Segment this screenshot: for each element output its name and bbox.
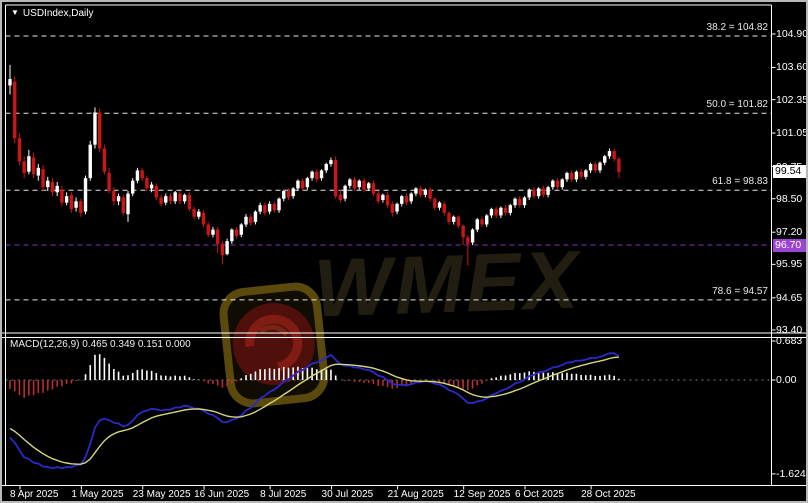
collapse-indicator-icon[interactable]: ▼ <box>11 8 19 17</box>
current-price-badge: 99.54 <box>773 165 806 179</box>
broker-logo-icon <box>219 282 329 408</box>
symbol-timeframe-label: ▼ USDIndex,Daily <box>11 6 94 20</box>
hline-price-badge: 96.70 <box>773 238 806 252</box>
macd-indicator-label: MACD(12,26,9) 0.465 0.349 0.151 0.000 <box>10 339 191 350</box>
symbol-timeframe-text: USDIndex,Daily <box>22 8 94 19</box>
